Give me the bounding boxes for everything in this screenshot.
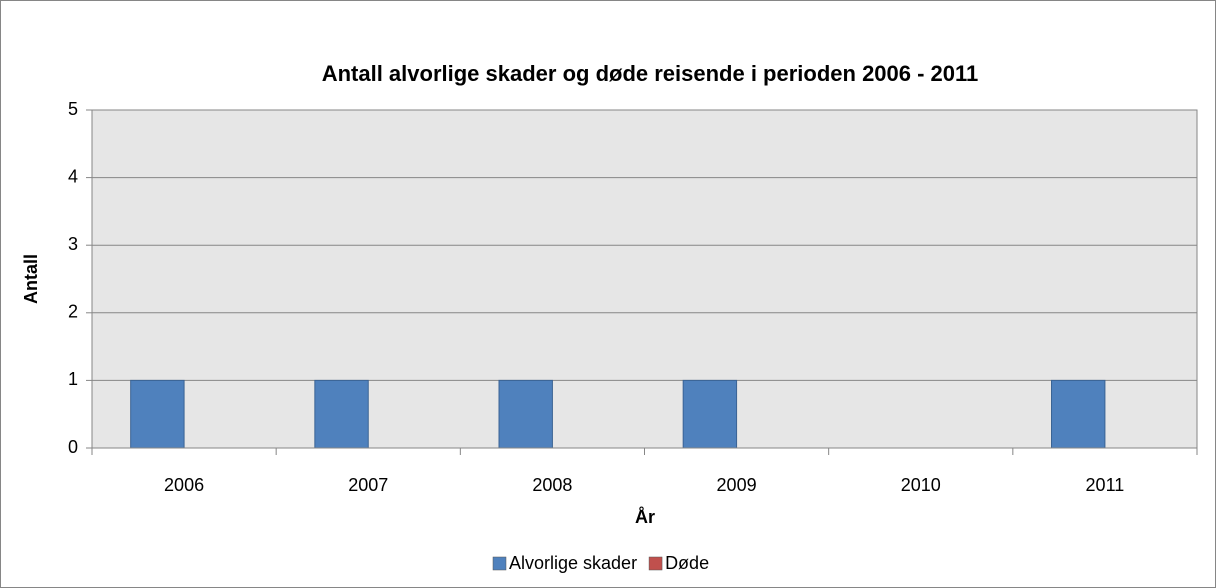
bar (1051, 379, 1106, 449)
bar (130, 379, 185, 449)
x-tick-label: 2011 (1086, 475, 1125, 495)
legend-swatch (492, 556, 507, 571)
y-tick-label: 2 (68, 302, 78, 322)
bar (314, 379, 369, 449)
y-tick-label: 4 (68, 166, 78, 186)
legend-label: Alvorlige skader (509, 553, 637, 573)
y-tick-label: 3 (68, 234, 78, 254)
x-tick-label: 2009 (717, 475, 757, 495)
y-tick-label: 0 (68, 437, 78, 457)
y-tick-label: 5 (68, 99, 78, 119)
legend-label: Døde (665, 553, 709, 573)
chart-title: Antall alvorlige skader og døde reisende… (322, 61, 979, 86)
x-tick-label: 2006 (164, 475, 204, 495)
plot-area (91, 109, 1198, 449)
bar (682, 379, 738, 449)
y-tick-label: 1 (68, 369, 78, 389)
legend-swatch (648, 556, 663, 571)
bar (498, 379, 553, 449)
x-axis-label: År (635, 507, 655, 527)
x-tick-label: 2010 (901, 475, 941, 495)
y-axis-label: Antall (21, 254, 41, 304)
x-tick-label: 2007 (348, 475, 388, 495)
x-tick-label: 2008 (532, 475, 572, 495)
